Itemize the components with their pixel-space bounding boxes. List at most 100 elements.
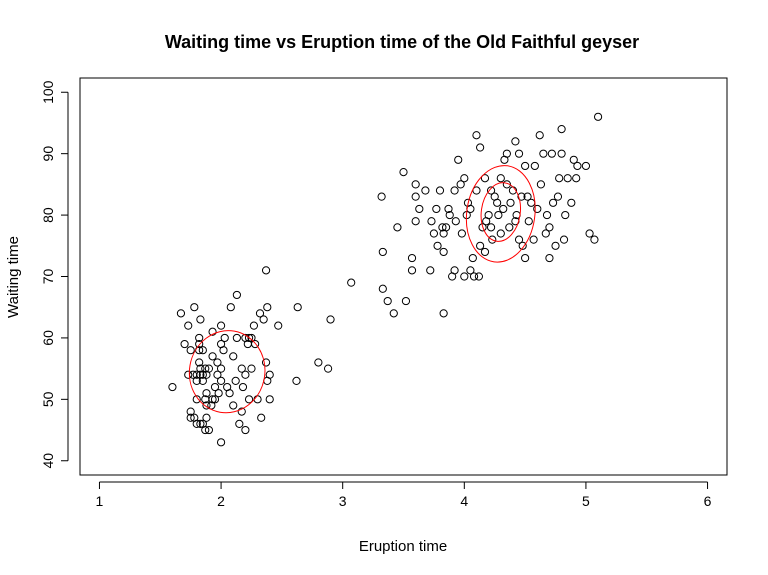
data-point (480, 247, 490, 257)
data-point (502, 149, 511, 158)
x-tick-label: 3 (339, 493, 347, 509)
data-point (241, 425, 250, 435)
data-point (237, 407, 246, 416)
data-point (229, 352, 238, 361)
data-point (383, 296, 392, 306)
data-point (399, 167, 408, 177)
data-point (469, 272, 479, 281)
data-point (216, 321, 226, 330)
data-point (429, 229, 439, 238)
data-point (527, 198, 536, 207)
data-point (572, 174, 581, 183)
data-point (196, 419, 205, 429)
y-tick-label: 50 (40, 391, 56, 407)
x-axis: 1 2 3 4 5 6 (96, 481, 712, 509)
data-point (377, 192, 386, 201)
data-point (184, 370, 193, 379)
data-point (393, 223, 402, 232)
y-tick-label: 40 (40, 453, 56, 469)
data-point (514, 235, 524, 244)
data-point (401, 296, 411, 306)
data-point (208, 352, 217, 361)
data-point (261, 266, 271, 275)
data-point (493, 198, 502, 207)
data-point (407, 266, 417, 275)
data-point (548, 198, 558, 207)
data-point (518, 241, 527, 250)
data-point (535, 131, 544, 140)
data-point (450, 186, 459, 195)
data-point (488, 235, 497, 244)
data-point (195, 358, 204, 367)
data-point (186, 346, 195, 355)
data-point (389, 309, 398, 318)
data-point (569, 155, 578, 164)
data-point (521, 253, 530, 263)
x-tick-label: 4 (460, 493, 468, 509)
data-points (168, 112, 603, 447)
data-point (247, 364, 256, 373)
data-point (201, 364, 210, 373)
data-point (219, 346, 228, 355)
data-point (238, 382, 248, 392)
data-point (247, 333, 256, 343)
data-point (244, 333, 254, 343)
data-point (226, 303, 235, 312)
data-point (476, 241, 485, 250)
data-point (232, 290, 241, 300)
data-point (378, 284, 387, 293)
x-axis-label: Eruption time (359, 538, 447, 555)
data-point (229, 401, 238, 410)
data-point (567, 198, 576, 207)
y-tick-label: 60 (40, 330, 56, 346)
data-point (216, 438, 226, 447)
data-point (426, 266, 435, 275)
data-point (539, 149, 548, 158)
data-point (545, 253, 554, 263)
data-point (184, 321, 193, 330)
data-point (259, 315, 268, 324)
data-point (192, 395, 201, 404)
data-point (542, 210, 552, 220)
data-point (444, 204, 453, 214)
data-point (204, 425, 214, 435)
data-point (523, 192, 532, 201)
data-point (590, 235, 599, 244)
data-point (196, 315, 205, 324)
density-contour (188, 330, 266, 414)
data-point (529, 235, 538, 244)
data-point (547, 149, 556, 158)
data-point (176, 309, 186, 318)
data-point (411, 192, 420, 201)
data-point (198, 346, 207, 355)
data-point (468, 253, 477, 263)
data-point (456, 180, 465, 189)
data-point (421, 186, 430, 195)
data-point (557, 149, 566, 158)
data-point (496, 174, 505, 183)
data-point (323, 364, 333, 373)
data-point (551, 241, 560, 250)
data-point (559, 235, 569, 244)
data-point (557, 124, 566, 134)
data-point (202, 389, 211, 398)
data-point (496, 229, 505, 238)
y-axis: 40 50 60 70 80 90 100 (40, 80, 69, 469)
data-point (445, 210, 454, 220)
data-point (411, 180, 420, 189)
data-point (533, 204, 542, 214)
y-tick-label: 90 (40, 146, 56, 162)
data-point (555, 174, 564, 183)
x-tick-label: 2 (217, 493, 225, 509)
data-point (439, 309, 448, 318)
data-point (517, 192, 526, 201)
data-point (257, 413, 266, 422)
data-point (293, 303, 302, 312)
data-point (573, 161, 582, 171)
data-point (563, 174, 572, 183)
data-point (195, 333, 204, 343)
x-tick-label: 6 (704, 493, 712, 509)
data-point (439, 247, 448, 257)
data-point (214, 389, 223, 398)
